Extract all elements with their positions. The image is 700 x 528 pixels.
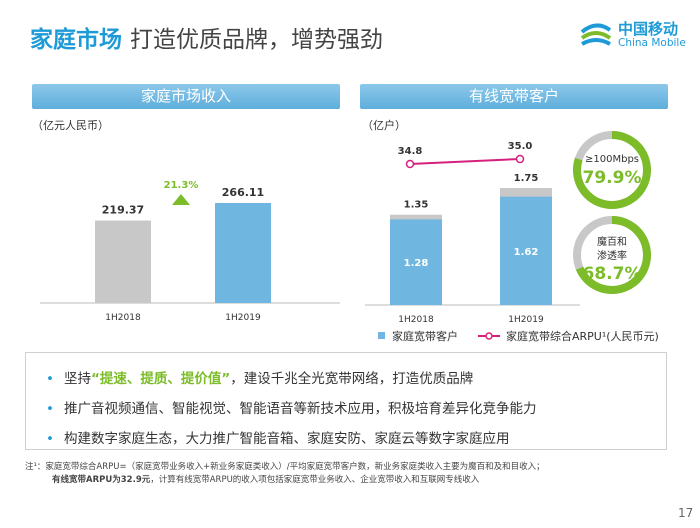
growth-triangle-icon [172,194,190,205]
title-main: 家庭市场 [30,27,122,53]
bar-customers-1H2018 [390,219,442,305]
page-title: 家庭市场 打造优质品牌，增势强劲 [30,20,383,54]
arpu-point [515,154,525,164]
donut-label: 渗透率 [597,249,627,262]
bar-1H2018 [95,220,151,303]
logo-icon [580,23,612,46]
bar-total-label: 1.35 [404,200,429,211]
left-chart-header: 家庭市场收入 [32,84,340,109]
bullet-2: • 推广音视频通信、智能视觉、智能语音等新技术应用，积极培育差异化竞争能力 [46,401,537,417]
bar-value-label: 219.37 [102,204,144,217]
bar-value-label: 266.11 [222,186,264,199]
x-tick-label: 1H2019 [508,315,544,325]
left-unit: （亿元人民币） [32,119,109,132]
arpu-label: 34.8 [398,146,423,157]
title-sub: 打造优质品牌，增势强劲 [130,27,383,53]
footnote-line1: 注¹：家庭宽带综合ARPU=（家庭宽带业务收入+新业务家庭类收入）/平均家庭宽带… [25,462,545,472]
footnote-bold: 有线宽带ARPU为32.9元 [52,475,151,485]
donut-value: 68.7% [583,264,642,284]
page-number: 17 [678,506,694,520]
bar-customers-1H2019 [500,196,552,305]
right-chart-header: 有线宽带客户 [360,84,668,109]
footnote-line2: 有线宽带ARPU为32.9元，计算有线宽带ARPU的收入项包括家庭宽带业务收入、… [52,473,479,485]
bar-1H2019 [215,203,271,303]
footnote-text: ，计算有线宽带ARPU的收入项包括家庭宽带业务收入、企业宽带收入和互联网专线收入 [150,475,480,485]
legend-marker-arpu [485,332,493,340]
x-tick-label: 1H2018 [398,315,434,325]
donut-label: ≥100Mbps [585,154,639,165]
bullet-text: 构建数字家庭生态，大力推广智能音箱、家庭安防、家庭云等数字家庭应用 [63,431,510,447]
bullet-1: • 坚持“提速、提质、提价值”，建设千兆全光宽带网络，打造优质品牌 [46,371,474,387]
arpu-point [405,159,415,169]
arpu-label: 35.0 [508,141,533,152]
legend-label: 家庭宽带综合ARPU¹(人民币元) [506,329,659,343]
bullet-text: 坚持 [63,371,91,387]
legend-swatch-customers [378,332,385,339]
bullet-text: 推广音视频通信、智能视觉、智能语音等新技术应用，积极培育差异化竞争能力 [63,401,537,417]
right-unit: （亿户） [362,119,406,132]
donut-label: 魔百和 [597,235,627,248]
china-mobile-logo: 中国移动 China Mobile [578,18,698,54]
x-tick-label: 1H2019 [225,313,261,323]
arpu-line [409,158,521,165]
logo-en: China Mobile [618,37,686,49]
logo-cn: 中国移动 [618,20,679,38]
bar-inner-label: 1.62 [514,247,539,258]
donut-fill [573,131,651,209]
x-tick-label: 1H2018 [105,313,141,323]
donut-value: 79.9% [583,168,642,188]
bullet-3: • 构建数字家庭生态，大力推广智能音箱、家庭安防、家庭云等数字家庭应用 [46,431,510,447]
bar-total-label: 1.75 [514,173,539,184]
charts: 219.37 1H2018 266.11 1H2019 21.3% 1.28 1.35 1H2… [40,131,659,343]
bullet-highlight: “提速、提质、提价值” [90,371,231,387]
donut-fill [573,216,651,294]
legend-label: 家庭宽带客户 [392,329,458,343]
growth-label: 21.3% [164,180,199,191]
bullet-box: • 坚持“提速、提质、提价值”，建设千兆全光宽带网络，打造优质品牌 • 推广音视频通… [25,352,667,450]
bullet-text: ，建设千兆全光宽带网络，打造优质品牌 [230,371,474,387]
bar-inner-label: 1.28 [404,258,429,269]
